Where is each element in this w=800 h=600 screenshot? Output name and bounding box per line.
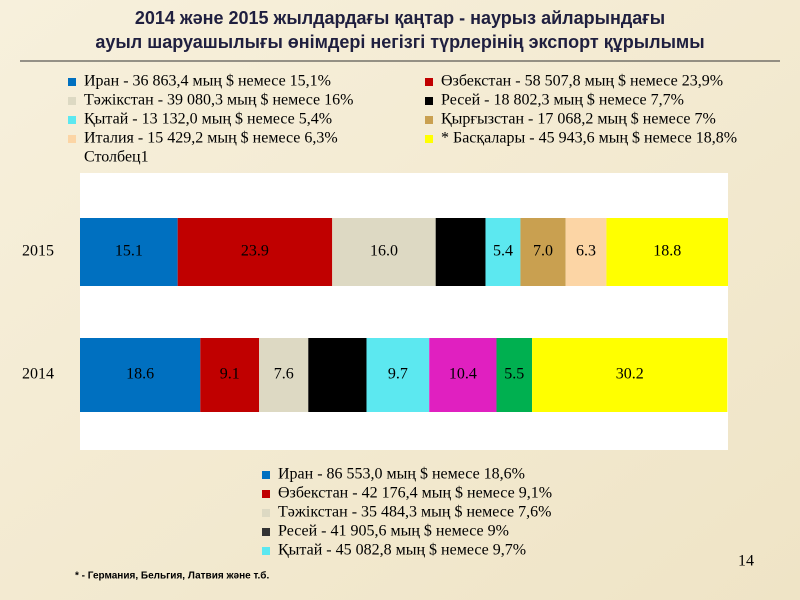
data-label: 18.8: [653, 243, 681, 260]
legend-label: Италия - 15 429,2 мың $ немесе 6,3%: [84, 130, 338, 147]
legend-label: Тәжікстан - 35 484,3 мың $ немесе 7,6%: [278, 504, 551, 521]
data-label: 18.6: [126, 366, 154, 383]
data-label: 6.3: [576, 243, 596, 260]
bar-segment: [177, 218, 333, 286]
bar-segment: [606, 218, 728, 286]
legend-swatch: [262, 509, 270, 517]
data-label: 7.6: [274, 366, 294, 383]
legend-swatch: [262, 547, 270, 555]
legend-label: Қытай - 45 082,8 мың $ немесе 9,7%: [278, 542, 526, 559]
bar-segment: [429, 338, 497, 412]
bar-segment: [200, 338, 260, 412]
bar-segment: [80, 218, 178, 286]
legend-swatch: [68, 97, 76, 105]
legend-swatch: [425, 78, 433, 86]
data-label: 5.4: [493, 243, 513, 260]
data-label: 9.1: [220, 366, 240, 383]
legend-swatch: [262, 471, 270, 479]
legend-swatch: [425, 97, 433, 105]
page-number: 14: [738, 553, 754, 570]
legend-label: Иран - 36 863,4 мың $ немесе 15,1%: [84, 73, 331, 90]
legend-swatch: [262, 490, 270, 498]
legend-swatch: [68, 116, 76, 124]
legend-label: Қырғызстан - 17 068,2 мың $ немесе 7%: [441, 111, 716, 128]
legend-label: Қытай - 13 132,0 мың $ немесе 5,4%: [84, 111, 332, 128]
data-label: 15.1: [115, 243, 143, 260]
bar-segment: [532, 338, 728, 412]
legend-swatch: [425, 135, 433, 143]
bar-segment: [565, 218, 607, 286]
legend-label: Өзбекстан - 58 507,8 мың $ немесе 23,9%: [441, 73, 723, 90]
title-line: ауыл шаруашылығы өнімдері негізгі түрлер…: [95, 32, 704, 52]
bar-segment: [80, 338, 201, 412]
title-line: 2014 және 2015 жылдардағы қаңтар - науры…: [135, 8, 665, 28]
legend-label: Ресей - 18 802,3 мың $ немесе 7,7%: [441, 92, 684, 109]
legend-swatch: [68, 135, 76, 143]
category-label: 2015: [22, 243, 54, 260]
bar-segment: [332, 218, 436, 286]
data-label: 23.9: [241, 243, 269, 260]
legend-swatch: [425, 116, 433, 124]
bar-segment: [520, 218, 566, 286]
category-label: 2014: [22, 366, 54, 383]
bar-segment: [308, 338, 367, 412]
bar-segment: [259, 338, 309, 412]
legend-swatch: [68, 78, 76, 86]
data-label: 7.0: [533, 243, 553, 260]
legend-label: * Басқалары - 45 943,6 мың $ немесе 18,8…: [441, 130, 737, 147]
data-label: 9.7: [388, 366, 408, 383]
data-label: 5.5: [504, 366, 524, 383]
bar-segment: [485, 218, 521, 286]
data-label: 30.2: [616, 366, 644, 383]
bar-segment: [435, 218, 486, 286]
data-label: 16.0: [370, 243, 398, 260]
footnote: * - Германия, Бельгия, Латвия және т.б.: [75, 570, 269, 582]
legend-swatch: [262, 528, 270, 536]
bar-segment: [366, 338, 430, 412]
bar-segment: [496, 338, 533, 412]
legend-note: Столбец1: [84, 149, 149, 166]
legend-label: Өзбекстан - 42 176,4 мың $ немесе 9,1%: [278, 485, 552, 502]
legend-label: Иран - 86 553,0 мың $ немесе 18,6%: [278, 466, 525, 483]
data-label: 10.4: [449, 366, 477, 383]
legend-label: Тәжікстан - 39 080,3 мың $ немесе 16%: [84, 92, 353, 109]
legend-label: Ресей - 41 905,6 мың $ немесе 9%: [278, 523, 509, 540]
